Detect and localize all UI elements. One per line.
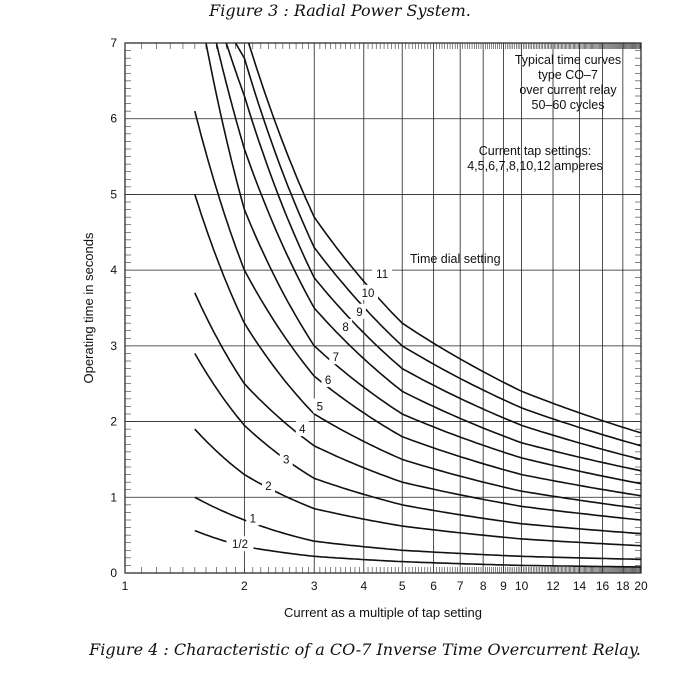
x-tick-label: 3 xyxy=(311,579,318,593)
curve-label: 1 xyxy=(250,513,256,525)
y-axis-label: Operating time in seconds xyxy=(81,232,96,384)
x-tick-label: 5 xyxy=(399,579,406,593)
relay-note-line: type CO–7 xyxy=(538,68,598,82)
x-tick-label: 9 xyxy=(500,579,507,593)
y-tick-label: 2 xyxy=(110,415,117,429)
relay-note-line: 50–60 cycles xyxy=(532,98,605,112)
time-dial-curves xyxy=(194,42,642,568)
curve-label-bg xyxy=(339,318,353,334)
curve-label-bg xyxy=(372,265,393,281)
x-tick-label: 6 xyxy=(430,579,437,593)
curve-dial-11 xyxy=(247,42,642,434)
curve-label-bg xyxy=(321,371,335,387)
x-tick-label: 20 xyxy=(634,579,648,593)
curve-dial-5 xyxy=(194,194,642,510)
curve-label-bg xyxy=(329,349,343,365)
curve-dial-2 xyxy=(194,428,642,547)
relay-note-line: over current relay xyxy=(519,83,617,97)
x-tick-label: 14 xyxy=(573,579,587,593)
tap-settings-note: Current tap settings: 4,5,6,7,8,10,12 am… xyxy=(467,144,603,173)
curve-label: 3 xyxy=(283,454,289,466)
x-tick-label: 18 xyxy=(616,579,630,593)
curve-dial-6 xyxy=(194,110,642,497)
curve-label-bg xyxy=(246,510,260,526)
curve-label: 5 xyxy=(317,401,323,413)
bottom-caption: Figure 4 : Characteristic of a CO-7 Inve… xyxy=(88,640,641,659)
relay-note: Typical time curves type CO–7 over curre… xyxy=(515,53,621,112)
curve-label-bg xyxy=(226,536,254,552)
curve-label: 4 xyxy=(299,424,306,436)
curve-label: 6 xyxy=(325,375,331,387)
tap-note-line: Current tap settings: xyxy=(479,144,592,158)
curve-label: 2 xyxy=(265,481,271,493)
x-axis-ticks: 1 2 3 4 5 6 7 8 9 10 12 14 16 18 20 xyxy=(122,579,648,593)
x-tick-label: 7 xyxy=(457,579,464,593)
curve-dial-9 xyxy=(225,42,642,461)
curve-label-bg xyxy=(261,477,275,493)
y-tick-label: 7 xyxy=(110,36,117,50)
y-tick-label: 1 xyxy=(110,490,117,504)
y-tick-label: 0 xyxy=(110,566,117,580)
curve-dial-4 xyxy=(194,292,642,521)
y-tick-label: 5 xyxy=(110,187,117,201)
curve-dial-1-2 xyxy=(194,529,641,568)
curve-dial-8 xyxy=(215,42,642,472)
x-tick-label: 16 xyxy=(596,579,610,593)
curve-label: 10 xyxy=(362,288,375,300)
x-tick-label: 12 xyxy=(546,579,560,593)
curve-label-bg xyxy=(352,303,366,319)
y-tick-label: 3 xyxy=(110,339,117,353)
curve-dial-7 xyxy=(205,42,642,485)
curve-label: 8 xyxy=(342,322,348,334)
x-tick-label: 8 xyxy=(480,579,487,593)
curve-label: 11 xyxy=(376,269,388,281)
curve-dial-10 xyxy=(234,42,642,447)
curve-label-bg xyxy=(295,421,309,437)
curve-label-bg xyxy=(358,284,379,300)
x-axis-label: Current as a multiple of tap setting xyxy=(284,605,482,620)
plot-grid xyxy=(124,42,642,574)
curve-label-bg xyxy=(313,398,327,414)
relay-note-line: Typical time curves xyxy=(515,53,621,67)
x-tick-label: 2 xyxy=(241,579,248,593)
x-tick-label: 4 xyxy=(360,579,367,593)
tap-note-line: 4,5,6,7,8,10,12 amperes xyxy=(467,159,603,173)
curve-dial-1 xyxy=(194,496,642,561)
curve-label-bg xyxy=(279,451,293,467)
x-tick-label: 1 xyxy=(122,579,129,593)
y-tick-label: 6 xyxy=(110,112,117,126)
y-tick-label: 4 xyxy=(110,263,117,277)
y-axis-ticks: 0 1 2 3 4 5 6 7 xyxy=(110,36,117,580)
top-caption: Figure 3 : Radial Power System. xyxy=(208,1,471,20)
curve-label: 1/2 xyxy=(232,539,248,551)
curve-dial-3 xyxy=(194,352,642,535)
curve-label: 9 xyxy=(356,307,362,319)
x-tick-label: 10 xyxy=(515,579,529,593)
time-dial-setting-label: Time dial setting xyxy=(410,252,501,266)
curve-label: 7 xyxy=(333,352,339,364)
